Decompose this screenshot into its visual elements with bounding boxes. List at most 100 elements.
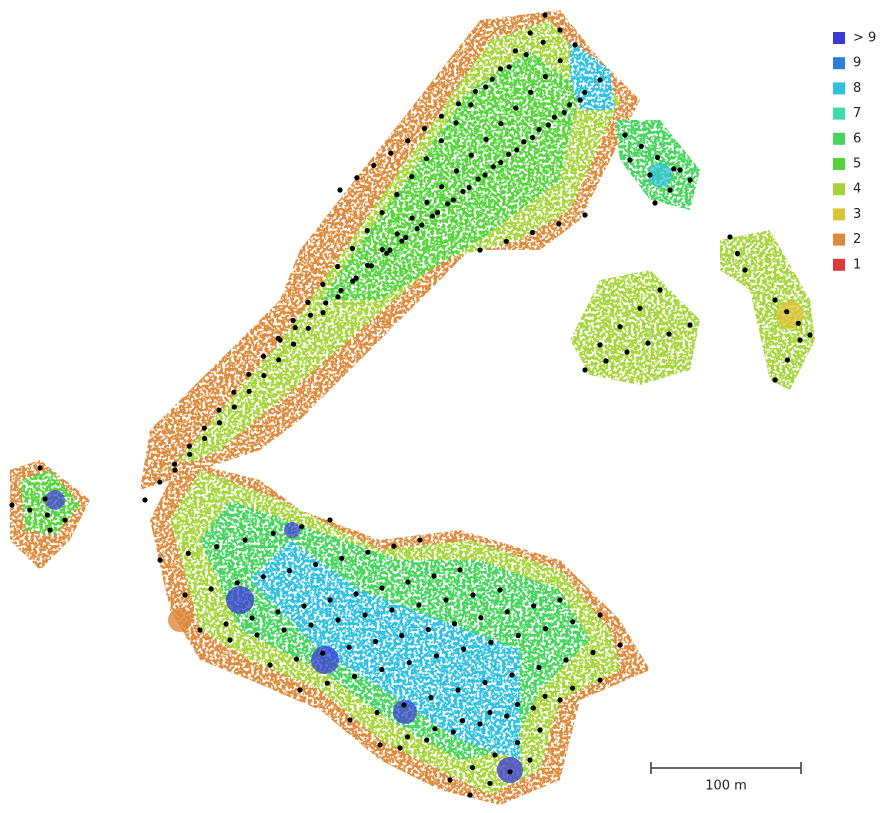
camera-dot xyxy=(186,443,192,449)
camera-dot xyxy=(424,199,430,205)
camera-dot xyxy=(185,550,191,556)
camera-dot xyxy=(216,407,222,413)
camera-dot xyxy=(44,512,50,518)
camera-dot xyxy=(327,517,333,523)
camera-dot xyxy=(597,342,603,348)
camera-dot xyxy=(488,639,494,645)
camera-dot xyxy=(391,543,397,549)
camera-dot xyxy=(566,102,573,108)
camera-dot xyxy=(231,389,237,395)
camera-dot xyxy=(445,201,451,207)
legend-swatch xyxy=(833,258,845,271)
camera-dot xyxy=(249,615,255,621)
legend-swatch xyxy=(833,183,845,196)
camera-dot xyxy=(807,332,813,338)
camera-dot xyxy=(371,162,377,168)
camera-dot xyxy=(687,177,693,183)
camera-dot xyxy=(307,312,314,318)
camera-dot xyxy=(514,701,521,708)
camera-dot xyxy=(451,621,458,627)
camera-dot xyxy=(795,320,801,326)
legend-label: 8 xyxy=(853,81,861,96)
camera-dot xyxy=(450,729,456,735)
camera-dot xyxy=(529,229,536,236)
camera-dot xyxy=(254,632,260,638)
camera-dot xyxy=(498,66,504,72)
camera-dot xyxy=(527,757,533,763)
camera-dot xyxy=(409,215,415,221)
camera-dot xyxy=(557,697,563,703)
camera-dot xyxy=(405,138,411,144)
camera-dot xyxy=(475,176,481,182)
camera-dot xyxy=(467,792,473,798)
camera-dot xyxy=(450,197,456,203)
camera-dot xyxy=(362,612,368,618)
camera-dot xyxy=(542,693,548,699)
camera-dot xyxy=(551,114,557,120)
camera-dot xyxy=(216,420,222,426)
camera-dot xyxy=(339,555,345,561)
legend-label: 7 xyxy=(853,106,861,121)
camera-dot xyxy=(472,88,478,95)
camera-dot xyxy=(453,168,460,174)
scale-bar: 100 m xyxy=(650,762,802,794)
camera-dot xyxy=(346,644,352,650)
camera-dot xyxy=(530,705,536,711)
camera-dot xyxy=(422,125,428,132)
camera-dot xyxy=(404,734,411,740)
camera-dot xyxy=(506,64,512,70)
camera-dot xyxy=(379,210,385,216)
camera-dot xyxy=(320,310,326,316)
camera-dot xyxy=(172,461,178,467)
camera-dot xyxy=(292,325,298,331)
camera-dot xyxy=(208,586,214,592)
camera-dot xyxy=(301,603,307,609)
camera-dot xyxy=(521,139,527,145)
camera-dot xyxy=(47,527,53,533)
camera-dot xyxy=(478,615,484,621)
camera-dot xyxy=(622,132,628,138)
camera-dot xyxy=(379,666,385,673)
camera-dot xyxy=(490,164,496,170)
camera-dot xyxy=(324,680,330,686)
camera-dot xyxy=(372,638,379,645)
camera-dot xyxy=(313,561,319,568)
camera-dot xyxy=(503,238,509,244)
camera-dot xyxy=(387,247,393,253)
legend-swatch xyxy=(833,208,845,221)
camera-dot xyxy=(37,465,43,471)
camera-dot xyxy=(434,209,441,216)
camera-dot xyxy=(483,136,489,142)
camera-dot xyxy=(350,278,356,284)
camera-dot xyxy=(527,30,533,36)
camera-dot xyxy=(772,377,778,383)
camera-dot xyxy=(671,166,677,172)
camera-dot xyxy=(513,105,519,111)
camera-dot xyxy=(438,113,445,119)
camera-dot xyxy=(617,324,623,330)
camera-dot xyxy=(492,752,498,758)
camera-dot xyxy=(652,200,658,206)
camera-dot xyxy=(582,367,588,373)
legend-label: 9 xyxy=(853,56,861,71)
camera-dot xyxy=(9,502,15,508)
camera-dot xyxy=(487,780,493,786)
camera-dot xyxy=(557,27,563,33)
camera-dot xyxy=(142,497,148,503)
camera-dot xyxy=(399,238,405,244)
camera-dot xyxy=(417,537,423,543)
camera-dot xyxy=(432,726,438,732)
camera-dot xyxy=(275,609,281,615)
camera-dot xyxy=(514,147,520,153)
camera-dot xyxy=(246,371,252,377)
camera-dot xyxy=(286,568,292,574)
camera-dot xyxy=(542,626,549,632)
camera-dot xyxy=(62,517,68,523)
camera-dot xyxy=(425,626,431,633)
camera-dot xyxy=(657,287,663,293)
camera-dot xyxy=(374,709,380,716)
camera-dot xyxy=(320,281,326,287)
camera-dot xyxy=(157,557,163,563)
legend-label: 4 xyxy=(853,182,861,197)
